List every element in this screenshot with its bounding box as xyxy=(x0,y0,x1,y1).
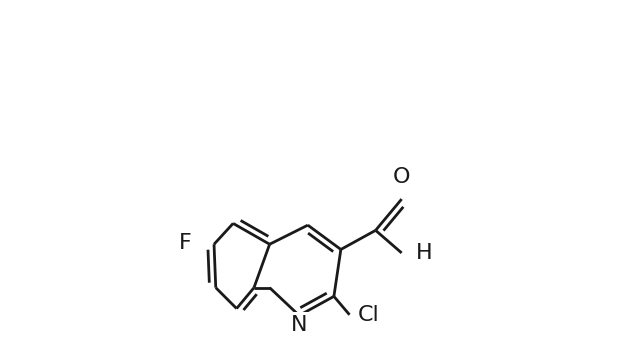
Text: N: N xyxy=(291,316,307,335)
Text: Cl: Cl xyxy=(358,305,380,325)
Text: H: H xyxy=(415,243,432,263)
Text: O: O xyxy=(393,167,410,187)
Text: F: F xyxy=(179,233,191,252)
